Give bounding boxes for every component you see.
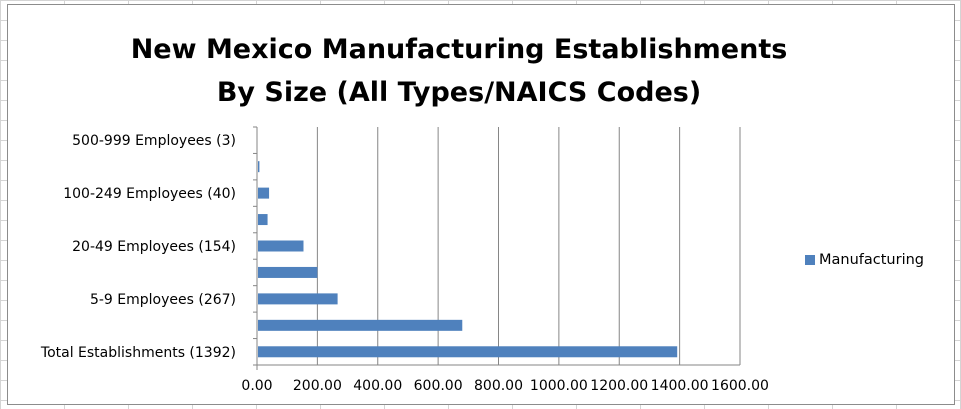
legend-label: Manufacturing — [819, 252, 924, 268]
bar[interactable] — [258, 319, 463, 331]
category-labels: Total Establishments (1392) 5-9 Employees… — [40, 133, 236, 361]
x-tick-label: 400.00 — [353, 378, 402, 394]
bar-chart: Total Establishments (1392) 5-9 Employees… — [40, 34, 924, 394]
x-tick-label: 600.00 — [414, 378, 463, 394]
axes — [253, 126, 740, 370]
x-tick-label: 800.00 — [474, 378, 523, 394]
bar[interactable] — [258, 346, 678, 358]
chart-title-line-2: By Size (All Types/NAICS Codes) — [217, 77, 701, 108]
bar[interactable] — [258, 240, 304, 252]
chart-area[interactable]: Total Establishments (1392) 5-9 Employees… — [7, 4, 955, 405]
x-tick-label: 0.00 — [241, 378, 272, 394]
legend-swatch — [805, 255, 815, 265]
bar[interactable] — [258, 187, 270, 199]
x-tick-label: 1000.00 — [530, 378, 588, 394]
bar[interactable] — [258, 214, 268, 226]
x-tick-label: 1600.00 — [711, 378, 769, 394]
category-label: Total Establishments (1392) — [40, 345, 236, 361]
gridlines — [316, 127, 741, 365]
value-tick-labels: 0.00 200.00 400.00 600.00 800.00 1000.00 1200.… — [241, 378, 769, 394]
bars — [258, 161, 678, 358]
x-tick-label: 200.00 — [293, 378, 342, 394]
bar[interactable] — [258, 266, 318, 278]
bar[interactable] — [258, 293, 338, 305]
category-label: 500-999 Employees (3) — [72, 133, 236, 149]
chart-title-line-1: New Mexico Manufacturing Establishments — [131, 34, 788, 65]
category-label: 100-249 Employees (40) — [63, 186, 236, 202]
bar[interactable] — [258, 161, 260, 173]
legend[interactable]: Manufacturing — [805, 252, 924, 268]
category-label: 20-49 Employees (154) — [72, 239, 236, 255]
x-tick-label: 1200.00 — [590, 378, 648, 394]
category-label: 5-9 Employees (267) — [90, 292, 236, 308]
x-tick-label: 1400.00 — [651, 378, 709, 394]
